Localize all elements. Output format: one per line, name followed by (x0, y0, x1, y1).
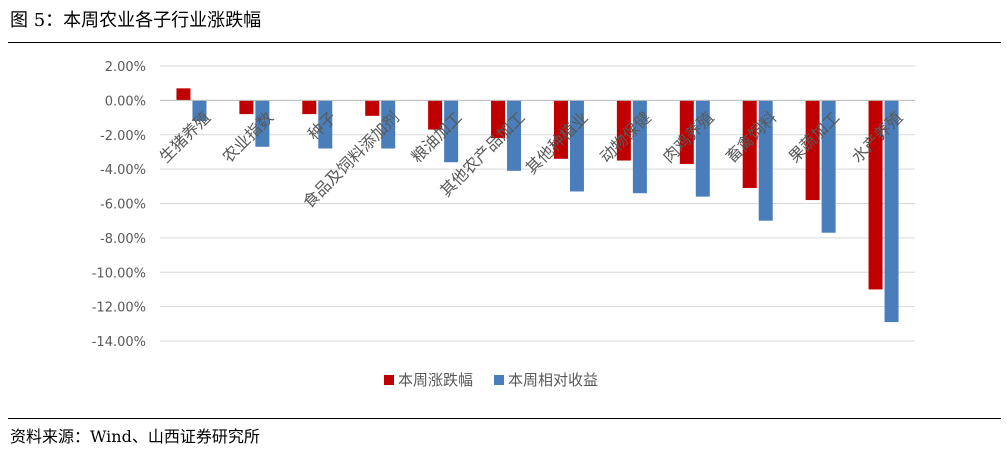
y-tick-label: -4.00% (100, 163, 146, 178)
figure-title: 图 5：本周农业各子行业涨跌幅 (10, 10, 262, 31)
y-tick-label: -2.00% (100, 129, 146, 144)
bar-relative-return (444, 100, 459, 163)
bar-relative-return (758, 100, 773, 221)
bar-weekly-change (868, 100, 883, 290)
legend-swatch (384, 375, 394, 385)
bar-relative-return (318, 100, 333, 149)
bar-weekly-change (805, 100, 820, 201)
legend-swatch (494, 375, 504, 385)
bar-relative-return (632, 100, 647, 194)
y-tick-label: -10.00% (92, 266, 146, 281)
bar-relative-return (821, 100, 836, 233)
bar-relative-return (884, 100, 899, 323)
y-tick-label: -8.00% (100, 232, 146, 247)
bar-weekly-change (679, 100, 694, 164)
source-note: 资料来源：Wind、山西证券研究所 (10, 427, 260, 446)
bar-relative-return (507, 100, 522, 171)
bar-weekly-change (365, 100, 380, 116)
bar-weekly-change (428, 100, 443, 130)
y-tick-label: 0.00% (105, 94, 146, 109)
bar-weekly-change (302, 100, 317, 115)
bar-weekly-change (553, 100, 568, 159)
bar-relative-return (569, 100, 584, 192)
bar-relative-return (192, 100, 207, 121)
bar-weekly-change (616, 100, 631, 161)
y-tick-label: -12.00% (92, 301, 146, 316)
bar-weekly-change (491, 100, 506, 139)
y-tick-label: -14.00% (92, 335, 146, 350)
top-rule (8, 42, 1001, 43)
bar-weekly-change (742, 100, 757, 189)
bar-weekly-change (239, 100, 254, 115)
legend-label: 本周涨跌幅 (398, 371, 473, 389)
bottom-rule (8, 418, 1001, 419)
bar-relative-return (381, 100, 396, 149)
bar-relative-return (255, 100, 270, 147)
y-tick-label: 2.00% (105, 60, 146, 75)
bar-relative-return (695, 100, 710, 197)
legend-label: 本周相对收益 (508, 371, 598, 389)
x-category-label: 生猪养殖 (156, 108, 215, 167)
y-tick-label: -6.00% (100, 198, 146, 213)
bar-weekly-change (176, 88, 191, 101)
